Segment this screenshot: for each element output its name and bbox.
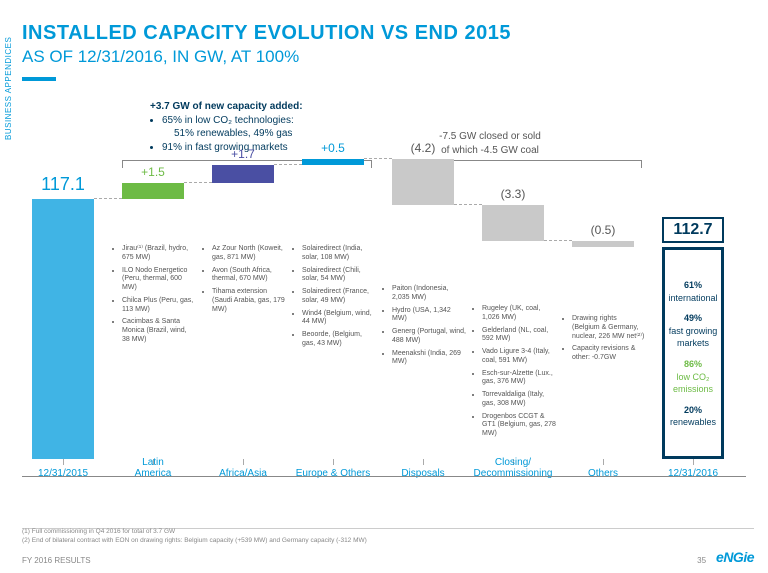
page-title: INSTALLED CAPACITY EVOLUTION VS END 2015 xyxy=(22,22,511,45)
detail-item: Beoorde, (Belgium, gas, 43 MW) xyxy=(302,331,376,349)
bar-disp xyxy=(392,159,454,205)
final-stat-value: 86% xyxy=(658,358,728,371)
detail-item: Jirau⁽¹⁾ (Brazil, hydro, 675 MW) xyxy=(122,245,196,263)
chart-column-others: Others(0.5)Drawing rights (Belgium & Ger… xyxy=(562,175,644,477)
detail-item: Solairedirect (France, solar, 49 MW) xyxy=(302,288,376,306)
connector-line xyxy=(94,198,122,199)
footer-left: FY 2016 RESULTS xyxy=(22,556,91,565)
value-label: +1.5 xyxy=(122,165,184,179)
detail-item: Drawing rights (Belgium & Germany, nucle… xyxy=(572,315,646,341)
value-label: 117.1 xyxy=(32,174,94,195)
final-stat-label: international xyxy=(658,292,728,305)
final-stat-value: 61% xyxy=(658,279,728,292)
chart-column-closing: Closing/ Decommissioning(3.3)Rugeley (UK… xyxy=(472,175,554,477)
bar-start xyxy=(32,199,94,459)
sidebar-section-label: BUSINESS APPENDICES xyxy=(4,37,13,140)
detail-item: Tihama extension (Saudi Arabia, gas, 179… xyxy=(212,288,286,314)
footnotes: (1) Full commissioning in Q4 2016 for to… xyxy=(22,528,367,545)
connector-line xyxy=(274,164,302,165)
final-stat-value: 49% xyxy=(658,312,728,325)
footer-page-number: 35 xyxy=(697,556,706,565)
detail-item: Capacity revisions & other: -0.7GW xyxy=(572,345,646,363)
annotation-added-title: +3.7 GW of new capacity added: xyxy=(150,100,350,114)
value-label: +0.5 xyxy=(302,141,364,155)
chart-column-europe: Europe & Others+0.5Solairedirect (India,… xyxy=(292,175,374,477)
detail-list-others: Drawing rights (Belgium & Germany, nucle… xyxy=(564,315,646,367)
connector-line xyxy=(454,204,482,205)
bar-closing xyxy=(482,205,544,241)
chart-column-africa: Africa/Asia+1.7Az Zour North (Koweit, ga… xyxy=(202,175,284,477)
bar-africa xyxy=(212,165,274,183)
final-stat-label: low CO₂ emissions xyxy=(658,371,728,396)
annotation-added-bullet1-sub: 51% renewables, 49% gas xyxy=(174,127,350,141)
detail-item: Paiton (Indonesia, 2,035 MW) xyxy=(392,285,466,303)
connector-line xyxy=(544,240,572,241)
footer: FY 2016 RESULTS 35 eNGie xyxy=(22,549,754,565)
detail-item: Solairedirect (India, solar, 108 MW) xyxy=(302,245,376,263)
detail-item: Wind4 (Belgium, wind, 44 MW) xyxy=(302,310,376,328)
detail-item: Torrevaldaliga (Italy, gas, 308 MW) xyxy=(482,391,556,409)
detail-list-europe: Solairedirect (India, solar, 108 MW) Sola… xyxy=(294,245,376,353)
detail-item: Generg (Portugal, wind, 488 MW) xyxy=(392,328,466,346)
detail-item: Gelderland (NL, coal, 592 MW) xyxy=(482,327,556,345)
detail-list-closing: Rugeley (UK, coal, 1,026 MW) Gelderland (… xyxy=(474,305,556,443)
footnote-1: (1) Full commissioning in Q4 2016 for to… xyxy=(22,528,367,536)
detail-item: Chilca Plus (Peru, gas, 113 MW) xyxy=(122,297,196,315)
connector-line xyxy=(364,158,392,159)
bar-europe xyxy=(302,159,364,165)
chart-column-end: 12/31/2016112.761%international49%fast g… xyxy=(652,175,734,477)
final-stat-value: 20% xyxy=(658,404,728,417)
title-underline xyxy=(22,77,56,81)
chart-column-latin: Latin America+1.5Jirau⁽¹⁾ (Brazil, hydro… xyxy=(112,175,194,477)
bar-latin xyxy=(122,183,184,199)
detail-item: Solairedirect (Chili, solar, 54 MW) xyxy=(302,267,376,285)
title-block: INSTALLED CAPACITY EVOLUTION VS END 2015… xyxy=(22,22,511,81)
detail-item: Cacimbas & Santa Monica (Brazil, wind, 3… xyxy=(122,318,196,344)
detail-item: Vado Ligure 3-4 (Italy, coal, 591 MW) xyxy=(482,348,556,366)
value-label: +1.7 xyxy=(212,147,274,161)
connector-line xyxy=(184,182,212,183)
detail-item: Esch-sur-Alzette (Lux., gas, 376 MW) xyxy=(482,370,556,388)
page-subtitle: AS OF 12/31/2016, IN GW, AT 100% xyxy=(22,47,511,67)
detail-item: Hydro (USA, 1,342 MW) xyxy=(392,307,466,325)
value-label: (3.3) xyxy=(482,187,544,201)
footnote-2: (2) End of bilateral contract with EON o… xyxy=(22,537,367,545)
value-label: (0.5) xyxy=(572,223,634,237)
final-stats: 61%international 49%fast growing markets 8… xyxy=(658,279,728,437)
chart-column-start: 12/31/2015117.1 xyxy=(22,175,104,477)
value-label: (4.2) xyxy=(392,141,454,155)
detail-item: ILO Nodo Energetico (Peru, thermal, 600 … xyxy=(122,267,196,293)
final-stat-label: fast growing markets xyxy=(658,325,728,350)
final-stat-row: 61%international xyxy=(658,279,728,304)
detail-list-latin: Jirau⁽¹⁾ (Brazil, hydro, 675 MW) ILO Nodo… xyxy=(114,245,196,349)
axis-baseline xyxy=(22,476,746,477)
detail-item: Drogenbos CCGT & GT1 (Belgium, gas, 278 … xyxy=(482,413,556,439)
final-stat-label: renewables xyxy=(658,416,728,429)
detail-item: Meenakshi (India, 269 MW) xyxy=(392,350,466,368)
detail-item: Rugeley (UK, coal, 1,026 MW) xyxy=(482,305,556,323)
final-stat-row: 86%low CO₂ emissions xyxy=(658,358,728,396)
final-stat-row: 20%renewables xyxy=(658,404,728,429)
value-label: 112.7 xyxy=(662,217,724,243)
annotation-added-bullet1: 65% in low CO₂ technologies: xyxy=(162,115,294,126)
bar-others xyxy=(572,241,634,247)
chart-column-disp: Disposals(4.2)Paiton (Indonesia, 2,035 M… xyxy=(382,175,464,477)
detail-item: Az Zour North (Koweit, gas, 871 MW) xyxy=(212,245,286,263)
detail-item: Avon (South Africa, thermal, 670 MW) xyxy=(212,267,286,285)
detail-list-disp: Paiton (Indonesia, 2,035 MW) Hydro (USA, … xyxy=(384,285,466,371)
detail-list-africa: Az Zour North (Koweit, gas, 871 MW) Avon … xyxy=(204,245,286,318)
waterfall-chart: 12/31/2015117.1Latin America+1.5Jirau⁽¹⁾… xyxy=(22,175,746,495)
final-stat-row: 49%fast growing markets xyxy=(658,312,728,350)
engie-logo: eNGie xyxy=(716,549,754,565)
